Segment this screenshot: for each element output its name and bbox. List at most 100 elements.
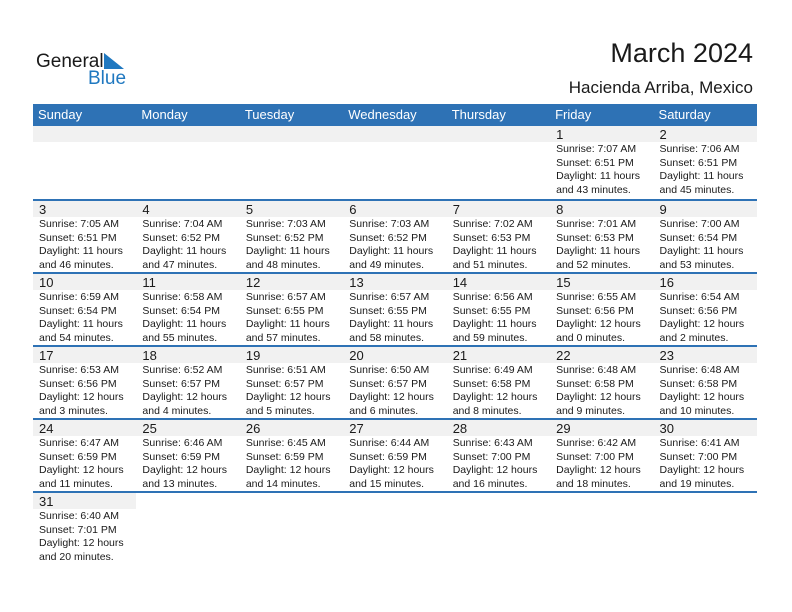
day-number: 2	[659, 127, 667, 142]
daylight1-text: Daylight: 12 hours	[659, 318, 745, 330]
day-number: 6	[349, 202, 357, 217]
empty-cell	[33, 126, 136, 199]
sunset-text: Sunset: 6:59 PM	[245, 450, 324, 463]
day-number: 14	[452, 275, 468, 290]
day-cell: 12 Sunrise: 6:57 AM Sunset: 6:55 PM Dayligh…	[240, 274, 343, 345]
sunrise-text: Sunrise: 6:46 AM	[142, 437, 223, 449]
day-cell: 17 Sunrise: 6:53 AM Sunset: 6:56 PM Dayligh…	[33, 347, 136, 418]
sunrise-text: Sunrise: 7:04 AM	[142, 218, 223, 230]
sunset-text: Sunset: 6:51 PM	[39, 231, 117, 244]
day-cell: 6 Sunrise: 7:03 AM Sunset: 6:52 PM Daylight…	[343, 201, 446, 272]
day-cell: 16 Sunrise: 6:54 AM Sunset: 6:56 PM Dayligh…	[654, 274, 757, 345]
sunrise-text: Sunrise: 6:45 AM	[245, 437, 326, 449]
daylight1-text: Daylight: 11 hours	[142, 245, 227, 257]
day-cell: 24 Sunrise: 6:47 AM Sunset: 6:59 PM Dayligh…	[33, 420, 136, 491]
daylight2-text: and 47 minutes.	[142, 258, 218, 271]
sunset-text: Sunset: 6:52 PM	[349, 231, 427, 244]
sunset-text: Sunset: 6:55 PM	[452, 304, 531, 317]
day-number-band	[33, 347, 757, 363]
sunset-text: Sunset: 6:56 PM	[659, 304, 738, 317]
sunrise-text: Sunrise: 7:01 AM	[556, 218, 637, 230]
daylight2-text: and 16 minutes.	[452, 477, 528, 490]
sunrise-text: Sunrise: 7:03 AM	[349, 218, 430, 230]
sunset-text: Sunset: 6:55 PM	[349, 304, 427, 317]
daylight2-text: and 9 minutes.	[556, 404, 625, 417]
daylight2-text: and 2 minutes.	[659, 331, 729, 344]
day-cell: 27 Sunrise: 6:44 AM Sunset: 6:59 PM Dayligh…	[343, 420, 446, 491]
sunset-text: Sunset: 6:52 PM	[245, 231, 324, 244]
sunrise-text: Sunrise: 6:58 AM	[142, 291, 223, 303]
day-cell: 1 Sunrise: 7:07 AM Sunset: 6:51 PM Daylight…	[550, 126, 653, 199]
day-number: 25	[142, 421, 157, 436]
day-cell: 11 Sunrise: 6:58 AM Sunset: 6:54 PM Dayligh…	[136, 274, 239, 345]
daylight2-text: and 57 minutes.	[245, 331, 321, 344]
sunset-text: Sunset: 6:58 PM	[452, 377, 531, 390]
daylight1-text: Daylight: 11 hours	[349, 245, 434, 257]
daylight1-text: Daylight: 11 hours	[39, 245, 123, 257]
sunrise-text: Sunrise: 7:06 AM	[659, 143, 740, 155]
day-cell: 22 Sunrise: 6:48 AM Sunset: 6:58 PM Dayligh…	[550, 347, 653, 418]
sunrise-text: Sunrise: 6:40 AM	[39, 510, 119, 522]
weekday-friday: Friday	[555, 107, 592, 122]
sunset-text: Sunset: 7:00 PM	[659, 450, 738, 463]
daylight1-text: Daylight: 11 hours	[556, 170, 640, 182]
week-row: 17 Sunrise: 6:53 AM Sunset: 6:56 PM Dayligh…	[33, 345, 757, 418]
sunrise-text: Sunrise: 6:43 AM	[452, 437, 533, 449]
daylight2-text: and 59 minutes.	[452, 331, 528, 344]
daylight2-text: and 10 minutes.	[659, 404, 735, 417]
empty-cell	[654, 493, 757, 564]
daylight1-text: Daylight: 12 hours	[142, 391, 228, 403]
day-cell: 13 Sunrise: 6:57 AM Sunset: 6:55 PM Dayligh…	[343, 274, 446, 345]
sunset-text: Sunset: 7:00 PM	[556, 450, 634, 463]
day-cell: 5 Sunrise: 7:03 AM Sunset: 6:52 PM Daylight…	[240, 201, 343, 272]
daylight2-text: and 43 minutes.	[556, 183, 631, 196]
sunset-text: Sunset: 6:57 PM	[142, 377, 221, 390]
day-cell: 21 Sunrise: 6:49 AM Sunset: 6:58 PM Dayligh…	[447, 347, 550, 418]
empty-cell	[240, 493, 343, 564]
daylight2-text: and 13 minutes.	[142, 477, 218, 490]
empty-cell	[136, 126, 239, 199]
daylight2-text: and 6 minutes.	[349, 404, 419, 417]
daylight1-text: Daylight: 12 hours	[349, 391, 434, 403]
empty-cell	[343, 493, 446, 564]
daylight2-text: and 49 minutes.	[349, 258, 424, 271]
daylight2-text: and 8 minutes.	[452, 404, 522, 417]
day-cell: 30 Sunrise: 6:41 AM Sunset: 7:00 PM Dayligh…	[654, 420, 757, 491]
daylight1-text: Daylight: 12 hours	[245, 464, 331, 476]
weekday-sunday: Sunday	[38, 107, 83, 122]
day-number: 22	[556, 348, 571, 363]
sunset-text: Sunset: 6:54 PM	[659, 231, 738, 244]
day-cell: 31 Sunrise: 6:40 AM Sunset: 7:01 PM Dayligh…	[33, 493, 136, 564]
day-cell: 9 Sunrise: 7:00 AM Sunset: 6:54 PM Daylight…	[654, 201, 757, 272]
daylight1-text: Daylight: 11 hours	[245, 245, 330, 257]
daylight2-text: and 54 minutes.	[39, 331, 114, 344]
daylight1-text: Daylight: 11 hours	[349, 318, 434, 330]
day-number: 23	[659, 348, 674, 363]
empty-cell	[550, 493, 653, 564]
daylight1-text: Daylight: 12 hours	[39, 391, 124, 403]
day-cell: 25 Sunrise: 6:46 AM Sunset: 6:59 PM Dayligh…	[136, 420, 239, 491]
sunset-text: Sunset: 6:54 PM	[39, 304, 117, 317]
day-number: 19	[245, 348, 261, 363]
sunrise-text: Sunrise: 6:54 AM	[659, 291, 740, 303]
sunset-text: Sunset: 6:58 PM	[556, 377, 634, 390]
sunset-text: Sunset: 6:59 PM	[39, 450, 117, 463]
week-row: 3 Sunrise: 7:05 AM Sunset: 6:51 PM Daylight…	[33, 199, 757, 272]
day-cell: 20 Sunrise: 6:50 AM Sunset: 6:57 PM Dayligh…	[343, 347, 446, 418]
sunset-text: Sunset: 6:56 PM	[39, 377, 117, 390]
day-cell: 7 Sunrise: 7:02 AM Sunset: 6:53 PM Daylight…	[447, 201, 550, 272]
day-number: 31	[39, 494, 54, 509]
weekday-thursday: Thursday	[451, 107, 506, 122]
day-number: 8	[556, 202, 564, 217]
empty-cell	[447, 493, 550, 564]
daylight1-text: Daylight: 11 hours	[659, 170, 744, 182]
day-number: 18	[142, 348, 157, 363]
day-number: 28	[452, 421, 468, 436]
day-number: 12	[245, 275, 261, 290]
day-cell: 19 Sunrise: 6:51 AM Sunset: 6:57 PM Dayligh…	[240, 347, 343, 418]
daylight2-text: and 48 minutes.	[245, 258, 321, 271]
daylight1-text: Daylight: 11 hours	[556, 245, 640, 257]
sunset-text: Sunset: 6:53 PM	[556, 231, 634, 244]
sunrise-text: Sunrise: 6:49 AM	[452, 364, 533, 376]
day-cell: 26 Sunrise: 6:45 AM Sunset: 6:59 PM Dayligh…	[240, 420, 343, 491]
